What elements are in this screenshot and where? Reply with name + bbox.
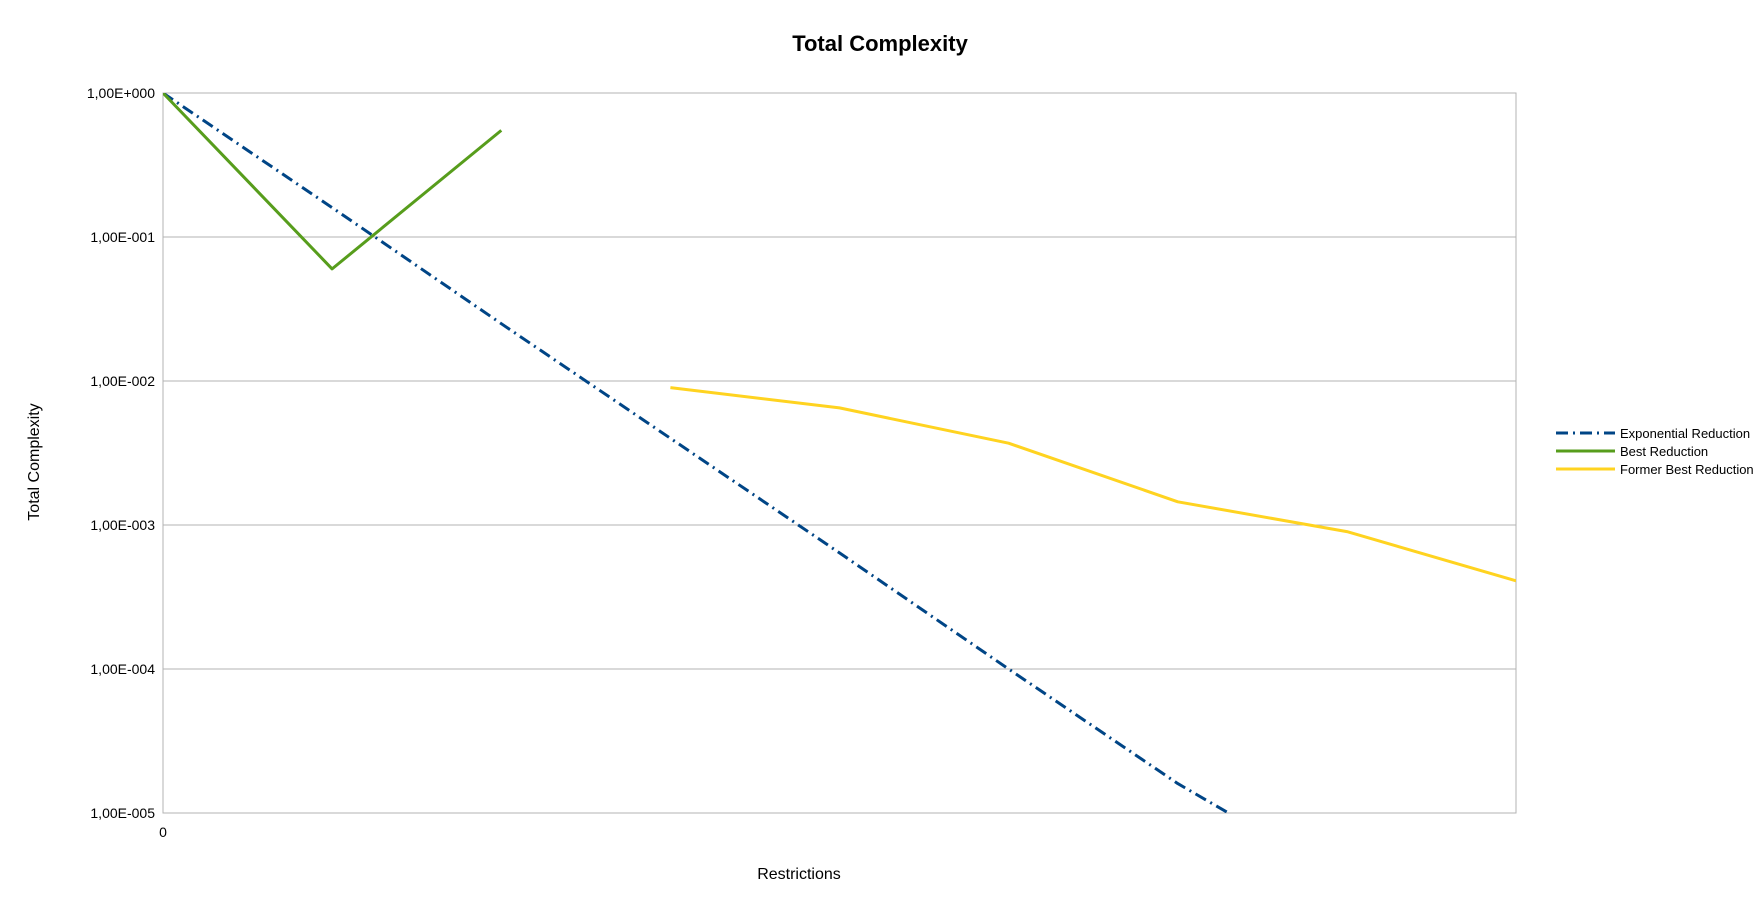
series-line-1 [163,93,503,271]
y-axis-title: Total Complexity [26,403,43,520]
x-axis-title: Restrictions [757,866,841,883]
x-axis-ticks: 0 [159,824,167,840]
legend-label-0: Exponential Reduction [1620,426,1750,441]
gridlines [163,92,1516,814]
y-axis-ticks: 1,00E+000 1,00E-001 1,00E-002 1,00E-003 1,00… [87,85,155,821]
y-tick-label-4: 1,00E-004 [90,661,155,677]
legend: Exponential Reduction Best Reduction Forme… [1556,426,1754,477]
y-tick-label-5: 1,00E-005 [90,805,155,821]
plot-area-border [162,92,1517,814]
y-tick-label-3: 1,00E-003 [90,517,155,533]
series-line-0 [163,93,1230,813]
series-lines [163,93,1516,813]
x-tick-label-0: 0 [159,824,167,840]
legend-label-1: Best Reduction [1620,444,1708,459]
series-line-2 [670,386,1516,583]
legend-label-2: Former Best Reduction [1620,462,1754,477]
y-tick-label-2: 1,00E-002 [90,373,155,389]
chart-title: Total Complexity [792,31,968,56]
y-tick-label-0: 1,00E+000 [87,85,155,101]
y-tick-label-1: 1,00E-001 [90,229,155,245]
